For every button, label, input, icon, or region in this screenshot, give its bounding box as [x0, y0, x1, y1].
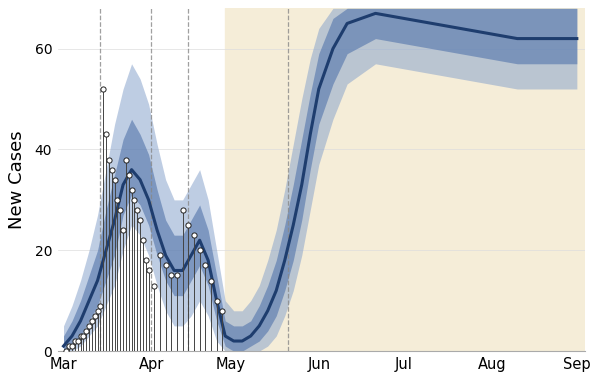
Point: [218, 308, 227, 314]
Point: [200, 262, 210, 268]
Point: [206, 277, 216, 283]
Point: [124, 172, 134, 178]
Point: [184, 222, 193, 228]
Point: [130, 197, 139, 203]
Point: [133, 207, 142, 213]
Point: [115, 207, 125, 213]
Point: [84, 323, 94, 329]
Point: [161, 262, 170, 268]
Point: [135, 217, 145, 223]
Point: [118, 227, 128, 233]
Point: [64, 343, 74, 349]
Bar: [225, 8, 586, 351]
Y-axis label: New Cases: New Cases: [8, 130, 26, 229]
Point: [70, 338, 80, 344]
Point: [98, 86, 108, 92]
Point: [90, 313, 100, 319]
Point: [82, 328, 91, 334]
Point: [127, 187, 136, 193]
Point: [104, 157, 113, 163]
Point: [155, 252, 165, 258]
Point: [67, 343, 77, 349]
Point: [62, 348, 71, 354]
Point: [101, 131, 111, 138]
Point: [79, 333, 88, 339]
Point: [107, 166, 116, 173]
Point: [189, 232, 199, 238]
Point: [110, 177, 119, 183]
Point: [144, 268, 154, 274]
Point: [73, 338, 82, 344]
Point: [149, 283, 159, 289]
Point: [121, 157, 131, 163]
Point: [212, 298, 221, 304]
Point: [87, 318, 97, 324]
Point: [113, 197, 122, 203]
Point: [93, 308, 103, 314]
Point: [95, 303, 105, 309]
Point: [172, 272, 182, 279]
Point: [76, 333, 85, 339]
Point: [166, 272, 176, 279]
Point: [178, 207, 187, 213]
Point: [141, 257, 151, 263]
Point: [138, 237, 148, 243]
Point: [195, 247, 205, 253]
